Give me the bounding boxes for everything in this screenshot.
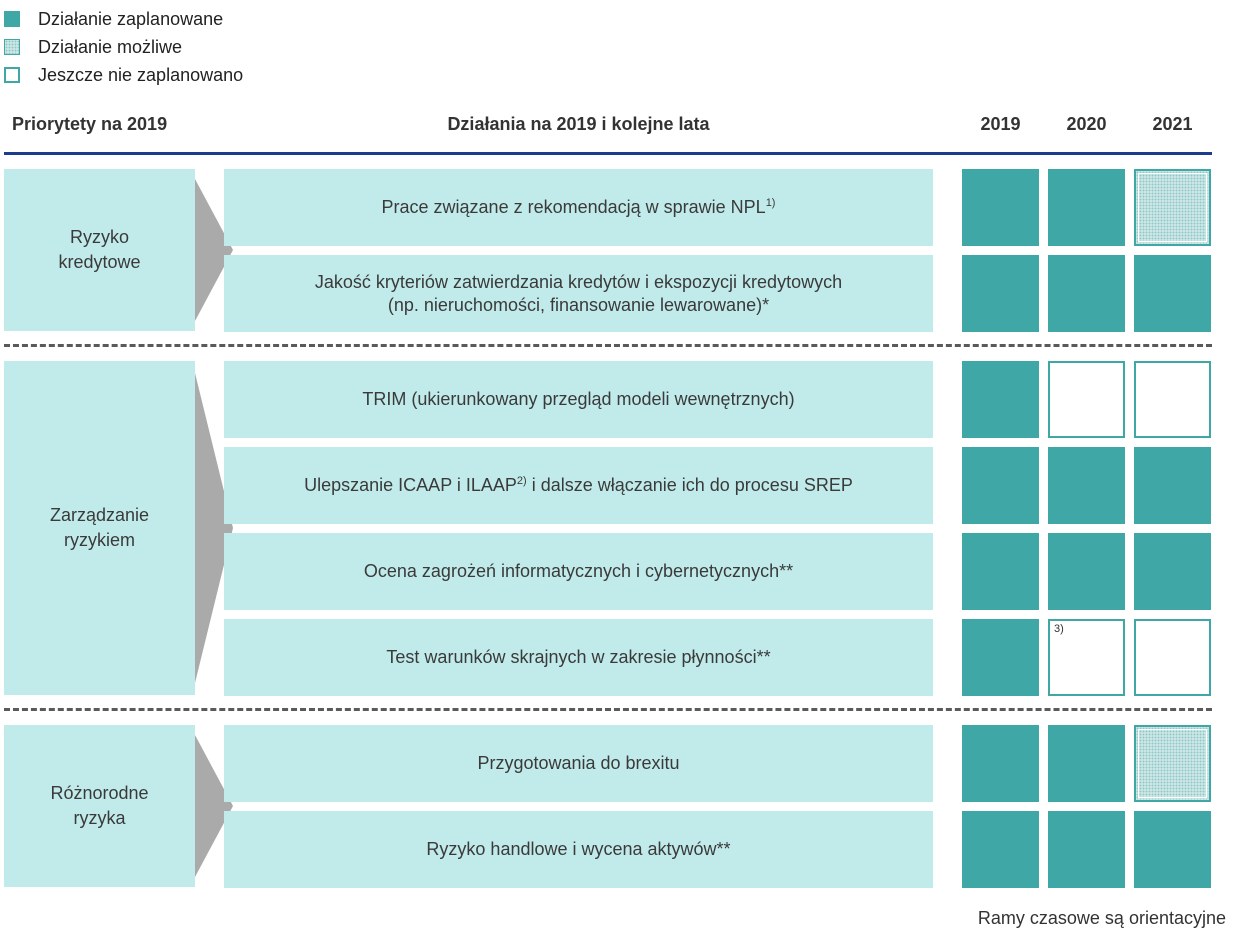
status-cell-planned [1048,725,1125,802]
priority-arrow-icon [195,373,233,683]
priority-risk-management: Zarządzanie ryzykiem [4,361,195,695]
status-cell-planned [962,533,1039,610]
header-year-2019: 2019 [980,114,1021,134]
priority-line: ryzykiem [64,530,135,550]
action-footnote-marker: 2) [516,475,527,487]
possible-swatch-icon [4,39,20,55]
action-text: Ryzyko handlowe i wycena aktywów** [426,839,731,859]
status-cell-planned [962,447,1039,524]
status-cell-possible [1134,725,1211,802]
status-cell-planned [962,255,1039,332]
cell-footnote-marker: 3) [1054,623,1064,635]
status-cell-planned [1134,447,1211,524]
group-separator [4,708,1212,711]
action-brexit: Przygotowania do brexitu [224,725,933,802]
status-cell-planned [962,169,1039,246]
legend-label: Działanie zaplanowane [38,8,224,29]
header-year-2020: 2020 [1066,114,1107,134]
status-cell-notyet [1134,619,1211,696]
status-cell-planned [962,619,1039,696]
status-cell-notyet [1134,361,1211,438]
group-separator [4,344,1212,347]
action-icaap-ilaap: Ulepszanie ICAAP i ILAAP2) i dalsze włąc… [224,447,933,524]
priority-various-risks: Różnorodne ryzyka [4,725,195,887]
action-it-cyber: Ocena zagrożeń informatycznych i cyberne… [224,533,933,610]
priority-line: Zarządzanie [49,505,150,525]
notyet-swatch-icon [4,67,20,83]
action-credit-quality: Jakość kryteriów zatwierdzania kredytów … [224,255,933,332]
planned-swatch-icon [4,11,20,27]
action-text: TRIM (ukierunkowany przegląd modeli wewn… [362,389,795,409]
status-cell-notyet: 3) [1048,619,1125,696]
action-npl: Prace związane z rekomendacją w sprawie … [224,169,933,246]
action-footnote-marker: 1) [765,197,776,209]
header-divider [4,152,1212,155]
status-cell-planned [1134,811,1211,888]
action-text: Przygotowania do brexitu [477,753,680,773]
status-cell-planned [962,811,1039,888]
status-cell-planned [962,725,1039,802]
status-cell-planned [1048,447,1125,524]
legend-item-planned: Działanie zaplanowane [4,9,223,29]
legend-label: Jeszcze nie zaplanowano [38,64,244,85]
priority-arrow-icon [195,735,233,877]
priority-credit-risk: Ryzyko kredytowe [4,169,195,331]
priority-line: Ryzyko [69,227,129,247]
status-cell-notyet [1048,361,1125,438]
action-liquidity-stress-test: Test warunków skrajnych w zakresie płynn… [224,619,933,696]
action-text-after: i dalsze włączanie ich do procesu SREP [526,475,853,495]
status-cell-planned [1134,533,1211,610]
action-trim: TRIM (ukierunkowany przegląd modeli wewn… [224,361,933,438]
status-cell-planned [1134,255,1211,332]
legend-label: Działanie możliwe [38,36,183,57]
legend-item-notyet: Jeszcze nie zaplanowano [4,65,243,85]
header-priorities: Priorytety na 2019 [12,114,168,134]
status-cell-planned [1048,533,1125,610]
action-text-line: Jakość kryteriów zatwierdzania kredytów … [314,271,843,292]
priority-line: ryzyka [73,808,126,828]
header-actions: Działania na 2019 i kolejne lata [447,114,710,134]
action-text-line: (np. nieruchomości, finansowanie lewarow… [387,294,770,315]
action-text: Ocena zagrożeń informatycznych i cyberne… [363,561,794,581]
legend-item-possible: Działanie możliwe [4,37,182,57]
status-cell-planned [962,361,1039,438]
priority-arrow-icon [195,179,233,321]
timeframe-note: Ramy czasowe są orientacyjne [977,908,1226,928]
action-text: Prace związane z rekomendacją w sprawie … [381,197,766,217]
action-trading-risk: Ryzyko handlowe i wycena aktywów** [224,811,933,888]
status-cell-planned [1048,169,1125,246]
action-text: Test warunków skrajnych w zakresie płynn… [386,647,771,667]
status-cell-planned [1048,811,1125,888]
header-year-2021: 2021 [1152,114,1193,134]
priority-line: kredytowe [58,252,141,272]
status-cell-possible [1134,169,1211,246]
action-text: Ulepszanie ICAAP i ILAAP [304,475,517,495]
priority-line: Różnorodne [50,783,149,803]
status-cell-planned [1048,255,1125,332]
